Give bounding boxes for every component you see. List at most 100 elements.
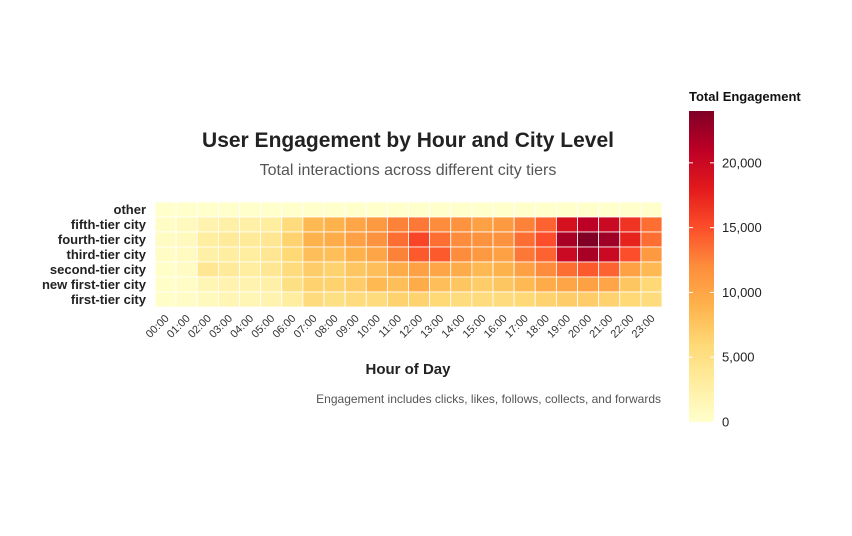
x-tick-label: 22:00 [608,313,636,341]
heatmap-cell [450,291,473,308]
heatmap-cell [239,276,262,293]
heatmap-cell [365,276,388,293]
heatmap-cell [450,216,473,233]
heatmap-cell [429,261,452,278]
heatmap-cell [513,276,536,293]
heatmap-cell [640,201,663,218]
heatmap-cell [217,246,240,263]
y-tick-label: new first-tier city [42,277,147,292]
legend-tick-label: 10,000 [722,285,762,300]
x-tick-label: 12:00 [397,313,425,341]
heatmap-cell [239,231,262,248]
heatmap-cell [323,291,346,308]
heatmap-cell [577,261,600,278]
heatmap-cell [492,201,515,218]
x-tick-label: 19:00 [545,313,573,341]
y-tick-label: fourth-tier city [58,232,147,247]
heatmap-cell [302,291,325,308]
heatmap-cell [196,291,219,308]
heatmap-cell [260,246,283,263]
heatmap-cell [281,216,304,233]
heatmap-cell [323,276,346,293]
heatmap-cell [344,291,367,308]
heatmap-cell [534,216,557,233]
heatmap-cell [640,291,663,308]
heatmap-cell [217,201,240,218]
heatmap-cell [513,231,536,248]
y-tick-label: fifth-tier city [71,217,147,232]
heatmap-cell [175,291,198,308]
x-tick-label: 15:00 [461,313,489,341]
legend-tick-label: 15,000 [722,220,762,235]
x-tick-label: 05:00 [249,313,277,341]
x-tick-label: 02:00 [186,313,214,341]
heatmap-cell [344,261,367,278]
heatmap-cell [640,216,663,233]
chart-subtitle: Total interactions across different city… [260,162,557,179]
chart-caption: Engagement includes clicks, likes, follo… [316,392,661,406]
heatmap-cell [239,291,262,308]
legend-title: Total Engagement [689,89,801,104]
heatmap-cell [513,201,536,218]
x-tick-label: 13:00 [418,313,446,341]
heatmap-cell [260,216,283,233]
heatmap-cell [598,231,621,248]
x-tick-label: 16:00 [482,313,510,341]
heatmap-cell [260,276,283,293]
x-tick-label: 21:00 [587,313,615,341]
x-tick-label: 03:00 [207,313,235,341]
heatmap-cell [619,246,642,263]
heatmap-cell [555,246,578,263]
heatmap-cell [281,246,304,263]
heatmap-cell [175,201,198,218]
legend-colorbar [689,111,714,422]
heatmap-cell [408,201,431,218]
heatmap-cell [619,261,642,278]
heatmap-cell [281,276,304,293]
x-tick-label: 18:00 [524,313,552,341]
y-tick-label: third-tier city [67,247,147,262]
heatmap-cell [365,216,388,233]
heatmap-cell [450,276,473,293]
heatmap-cell [640,246,663,263]
heatmap-cell [386,231,409,248]
heatmap-cell [598,291,621,308]
heatmap-cell [175,261,198,278]
x-tick-label: 00:00 [144,313,172,341]
heatmap-cell [408,276,431,293]
heatmap-cell [429,276,452,293]
heatmap-cell [239,216,262,233]
color-legend: Total Engagement 0 5,000 10,000 15,000 20,00… [689,89,801,430]
heatmap-cell [154,231,177,248]
heatmap-cell [471,291,494,308]
heatmap-cell [471,216,494,233]
heatmap-cell [534,201,557,218]
heatmap-cell [217,276,240,293]
y-tick-label: second-tier city [50,262,147,277]
heatmap-cell [577,246,600,263]
heatmap-cell [429,201,452,218]
heatmap-cell [323,246,346,263]
heatmap-cell [344,246,367,263]
heatmap-cell [323,201,346,218]
heatmap-cell [344,231,367,248]
heatmap-cell [175,276,198,293]
heatmap-cell [640,261,663,278]
heatmap-cell [513,246,536,263]
heatmap-cell [534,246,557,263]
heatmap-cell [196,276,219,293]
heatmap-cell [154,201,177,218]
heatmap-cell [598,246,621,263]
heatmap-cell [260,261,283,278]
heatmap-cell [492,276,515,293]
heatmap-cell [408,231,431,248]
heatmap-cell [450,261,473,278]
heatmap-cell [577,201,600,218]
heatmap-cell [492,261,515,278]
heatmap-cell [196,246,219,263]
x-tick-label: 09:00 [334,313,362,341]
y-tick-label: first-tier city [71,292,147,307]
heatmap-cell [323,231,346,248]
heatmap-cell [154,216,177,233]
